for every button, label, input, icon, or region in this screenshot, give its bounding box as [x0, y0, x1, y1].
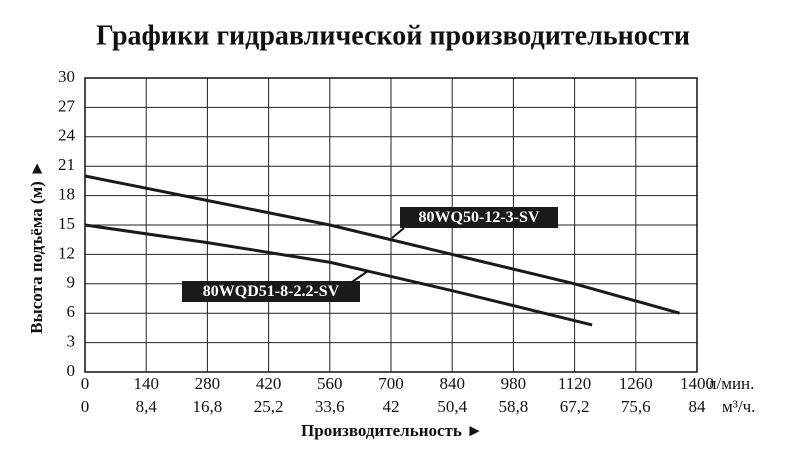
- y-tick-label: 24: [58, 126, 76, 145]
- x-tick-label: 840: [439, 374, 465, 393]
- series-label: 80WQ50-12-3-SV: [419, 209, 540, 226]
- x2-tick-label: 16,8: [193, 397, 223, 416]
- leader-line: [391, 227, 405, 239]
- x2-tick-label: 50,4: [437, 397, 467, 416]
- x-tick-label: 0: [81, 374, 90, 393]
- x-axis-label: Производительность ►: [301, 421, 483, 440]
- x-tick-label: 140: [133, 374, 159, 393]
- x2-tick-label: 8,4: [136, 397, 158, 416]
- y-tick-label: 12: [58, 243, 75, 262]
- x-tick-label: 1260: [619, 374, 653, 393]
- y-tick-label: 30: [58, 67, 75, 86]
- x-tick-label: 1400: [680, 374, 714, 393]
- y-tick-label: 6: [67, 302, 76, 321]
- x2-tick-label: 42: [383, 397, 400, 416]
- series-label-box: [400, 207, 558, 228]
- y-tick-label: 3: [67, 332, 76, 351]
- y-tick-label: 0: [67, 361, 76, 380]
- x2-tick-label: 67,2: [560, 397, 590, 416]
- x-tick-label: 280: [195, 374, 221, 393]
- x2-unit: м³/ч.: [722, 397, 755, 416]
- x2-tick-label: 0: [81, 397, 90, 416]
- x-tick-label: 700: [378, 374, 404, 393]
- series-label: 80WQD51-8-2.2-SV: [203, 283, 340, 300]
- x2-tick-label: 58,8: [499, 397, 529, 416]
- x-tick-label: 1120: [558, 374, 591, 393]
- chart-title: Графики гидравлической производительност…: [96, 20, 690, 51]
- x-tick-label: 560: [317, 374, 343, 393]
- series-line: [84, 223, 593, 327]
- y-tick-label: 27: [58, 96, 76, 115]
- x2-tick-label: 84: [689, 397, 707, 416]
- x-tick-label: 420: [256, 374, 282, 393]
- y-axis-label: Высота подъёма (м) ►: [27, 160, 46, 334]
- y-tick-label: 18: [58, 185, 75, 204]
- x2-tick-label: 33,6: [315, 397, 345, 416]
- x-tick-label: 980: [501, 374, 527, 393]
- x2-tick-label: 75,6: [621, 397, 651, 416]
- series-line: [84, 174, 680, 315]
- y-tick-label: 21: [58, 155, 75, 174]
- x-unit: л/мин.: [708, 374, 754, 393]
- leader-line: [351, 270, 369, 283]
- x2-tick-label: 25,2: [254, 397, 284, 416]
- y-tick-label: 9: [67, 273, 76, 292]
- y-tick-label: 15: [58, 214, 75, 233]
- series-label-box: [182, 281, 360, 302]
